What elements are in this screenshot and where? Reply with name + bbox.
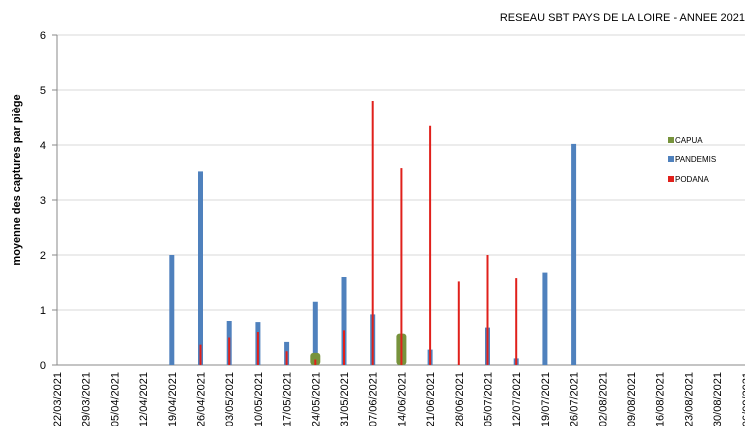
bar <box>228 337 231 365</box>
bar <box>341 277 347 365</box>
bar <box>199 344 202 365</box>
bar <box>400 168 403 365</box>
bar <box>285 351 288 365</box>
x-tick-label: 31/05/2021 <box>339 372 351 426</box>
x-tick-label: 12/07/2021 <box>511 372 523 426</box>
x-tick-label: 30/08/2021 <box>712 372 724 426</box>
y-tick-label: 1 <box>40 305 46 317</box>
x-tick-label: 10/05/2021 <box>253 372 265 426</box>
legend-label: PODANA <box>675 175 709 184</box>
x-tick-label: 06/09/2021 <box>741 372 745 426</box>
x-tick-label: 29/03/2021 <box>81 372 93 426</box>
chart-title: RESEAU SBT PAYS DE LA LOIRE - ANNEE 2021 <box>500 12 745 24</box>
x-tick-label: 23/08/2021 <box>683 372 695 426</box>
y-axis-label: moyenne des captures par piège <box>11 94 23 265</box>
x-tick-label: 07/06/2021 <box>368 372 380 426</box>
x-tick-label: 19/07/2021 <box>540 372 552 426</box>
x-tick-label: 09/08/2021 <box>626 372 638 426</box>
bar <box>256 332 259 365</box>
x-tick-label: 03/05/2021 <box>224 372 236 426</box>
bar <box>310 352 321 365</box>
bar <box>457 281 460 365</box>
bar <box>314 359 317 365</box>
x-tick-label: 14/06/2021 <box>396 372 408 426</box>
legend-label: CAPUA <box>675 136 703 145</box>
x-tick-label: 21/06/2021 <box>425 372 437 426</box>
y-tick-label: 2 <box>40 250 46 262</box>
y-tick-label: 4 <box>40 140 46 152</box>
bar <box>198 171 203 365</box>
x-tick-label: 26/07/2021 <box>569 372 581 426</box>
x-tick-label: 05/04/2021 <box>109 372 121 426</box>
legend-swatch <box>668 137 674 143</box>
legend-label: PANDEMIS <box>675 155 716 164</box>
bar <box>486 255 489 365</box>
y-tick-label: 3 <box>40 195 46 207</box>
y-tick-label: 0 <box>40 360 46 372</box>
bar <box>571 143 577 365</box>
x-tick-label: 19/04/2021 <box>167 372 179 426</box>
bar <box>343 330 345 365</box>
bar <box>169 255 175 365</box>
x-tick-label: 26/04/2021 <box>196 372 208 426</box>
x-tick-label: 16/08/2021 <box>655 372 667 426</box>
bar <box>429 125 432 365</box>
x-tick-label: 02/08/2021 <box>597 372 609 426</box>
x-tick-label: 17/05/2021 <box>282 372 294 426</box>
legend-swatch <box>668 156 674 162</box>
x-tick-label: 05/07/2021 <box>483 372 495 426</box>
bar <box>312 301 318 365</box>
x-tick-label: 22/03/2021 <box>52 372 64 426</box>
legend-swatch <box>668 176 674 182</box>
y-tick-label: 5 <box>40 85 46 97</box>
y-tick-label: 6 <box>40 30 46 42</box>
bar <box>542 272 548 365</box>
bar <box>515 278 518 365</box>
x-tick-label: 24/05/2021 <box>310 372 322 426</box>
x-tick-label: 28/06/2021 <box>454 372 466 426</box>
bar <box>371 101 374 365</box>
x-tick-label: 12/04/2021 <box>138 372 150 426</box>
